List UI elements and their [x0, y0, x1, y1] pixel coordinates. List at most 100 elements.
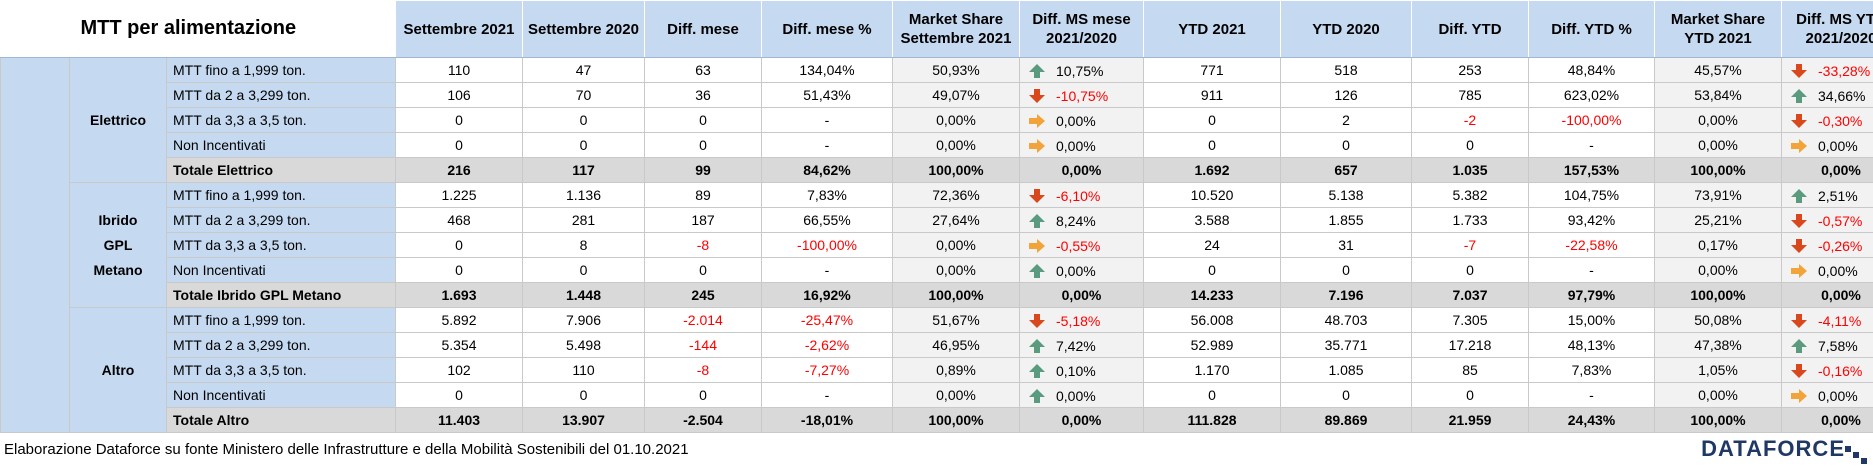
arrow-down-icon — [1790, 213, 1808, 229]
ms-diff-cell: -5,18% — [1019, 307, 1144, 333]
cell-value: 1,05% — [1654, 357, 1782, 383]
cell-value: - — [1528, 257, 1655, 283]
table-row: Altro MTT fino a 1,999 ton. 5.892 7.906 -2.0… — [1, 307, 1873, 433]
cell-value: 73,91% — [1654, 182, 1782, 208]
table-row: MTT da 3,3 a 3,5 ton. 102 110 -8 -7,27% 0,89%… — [1, 357, 1873, 383]
row-label: Totale Elettrico — [166, 157, 396, 183]
cell-value: 48,13% — [1528, 332, 1655, 358]
ms-diff-cell: 0,00% — [1781, 257, 1873, 283]
cell-value: 100,00% — [1654, 282, 1782, 308]
ms-diff-cell: 0,00% — [1019, 107, 1144, 133]
arrow-down-icon — [1028, 313, 1046, 329]
cell-value: 51,67% — [892, 307, 1020, 333]
cell-value: 48,84% — [1528, 57, 1655, 83]
arrow-down-icon — [1028, 188, 1046, 204]
mtt-table: MTT per alimentazione Settembre 2021 Set… — [0, 0, 1873, 433]
cell-value: 7.906 — [522, 307, 645, 333]
cell-value: 657 — [1280, 157, 1412, 183]
cell-value: 0,00% — [892, 257, 1020, 283]
cell-value: 0,00% — [1056, 262, 1096, 279]
cell-value: 8 — [522, 232, 645, 258]
cell-value: 46,95% — [892, 332, 1020, 358]
cell-value: 63 — [644, 57, 762, 83]
cell-value: 0,00% — [1654, 257, 1782, 283]
cell-value: 0,00% — [1781, 157, 1873, 183]
ms-diff-cell: 0,00% — [1019, 132, 1144, 158]
table-row: Veicoli Commerciali Leggeri Elettrico MTT … — [0, 57, 1873, 433]
ms-diff-cell: -33,28% — [1781, 57, 1873, 83]
cell-value: 1.170 — [1143, 357, 1281, 383]
cell-value: 5.354 — [395, 332, 523, 358]
cell-value: -2.014 — [644, 307, 762, 333]
cell-value: 53,84% — [1654, 82, 1782, 108]
cell-value: 52.989 — [1143, 332, 1281, 358]
arrow-up-icon — [1028, 213, 1046, 229]
cell-value: 0 — [1280, 132, 1412, 158]
cell-value: 0 — [644, 132, 762, 158]
arrow-right-icon — [1790, 138, 1808, 154]
cell-value: 0 — [644, 257, 762, 283]
col-header: Diff. YTD — [1411, 0, 1529, 58]
cell-value: -100,00% — [761, 232, 893, 258]
brand-logo: DATAFORCE — [1701, 436, 1845, 461]
row-label: MTT da 2 a 3,299 ton. — [166, 82, 396, 108]
cell-value: 7.305 — [1411, 307, 1529, 333]
cell-value: 93,42% — [1528, 207, 1655, 233]
cell-value: -33,28% — [1818, 62, 1871, 79]
table-row: Non Incentivati 0 0 0-0,00% 0,00% 0 0 0-0,00% 0,… — [1, 382, 1873, 408]
cell-value: 5.138 — [1280, 182, 1412, 208]
cell-value: 35.771 — [1280, 332, 1412, 358]
cell-value: 126 — [1280, 82, 1412, 108]
cell-value: 47 — [522, 57, 645, 83]
cell-value: 0 — [1411, 257, 1529, 283]
cell-value: 51,43% — [761, 82, 893, 108]
cell-value: - — [761, 382, 893, 408]
cell-value: 0 — [395, 257, 523, 283]
cell-value: 72,36% — [892, 182, 1020, 208]
cell-value: 16,92% — [761, 282, 893, 308]
cell-value: 106 — [395, 82, 523, 108]
cell-value: 7,83% — [1528, 357, 1655, 383]
cell-value: 0,00% — [1654, 382, 1782, 408]
cell-value: 518 — [1280, 57, 1412, 83]
group-label: Altro — [69, 307, 167, 433]
cell-value: 0 — [1411, 132, 1529, 158]
row-label: MTT fino a 1,999 ton. — [166, 307, 396, 333]
cell-value: 1.035 — [1411, 157, 1529, 183]
group-label-line: GPL — [103, 236, 133, 253]
cell-value: 31 — [1280, 232, 1412, 258]
cell-value: -0,30% — [1818, 112, 1863, 129]
ms-diff-cell: 0,10% — [1019, 357, 1144, 383]
cell-value: 1.136 — [522, 182, 645, 208]
cell-value: 1.693 — [395, 282, 523, 308]
arrow-down-icon — [1790, 113, 1808, 129]
cell-value: 216 — [395, 157, 523, 183]
cell-value: -18,01% — [761, 407, 893, 433]
brand-mark-icon — [1845, 446, 1867, 464]
cell-value: 134,04% — [761, 57, 893, 83]
cell-value: 50,08% — [1654, 307, 1782, 333]
ms-diff-cell: 34,66% — [1781, 82, 1873, 108]
table-row: MTT da 2 a 3,299 ton. 106 70 36 51,43% 49,07%… — [1, 82, 1873, 108]
cell-value: - — [761, 257, 893, 283]
arrow-right-icon — [1028, 238, 1046, 254]
cell-value: 5.382 — [1411, 182, 1529, 208]
cell-value: 27,64% — [892, 207, 1020, 233]
col-header: Diff. mese % — [761, 0, 893, 58]
ms-diff-cell: -6,10% — [1019, 182, 1144, 208]
cell-value: 0,00% — [1056, 112, 1096, 129]
cell-value: 45,57% — [1654, 57, 1782, 83]
cell-value: 0,00% — [892, 232, 1020, 258]
cell-value: 785 — [1411, 82, 1529, 108]
cell-value: 117 — [522, 157, 645, 183]
cell-value: 0 — [395, 232, 523, 258]
row-label: MTT da 3,3 a 3,5 ton. — [166, 357, 396, 383]
cell-value: 2 — [1280, 107, 1412, 133]
ms-diff-cell: 7,58% — [1781, 332, 1873, 358]
cell-value: 0 — [522, 107, 645, 133]
cell-value: 281 — [522, 207, 645, 233]
cell-value: 0 — [644, 382, 762, 408]
cell-value: 70 — [522, 82, 645, 108]
cell-value: 99 — [644, 157, 762, 183]
cell-value: 253 — [1411, 57, 1529, 83]
